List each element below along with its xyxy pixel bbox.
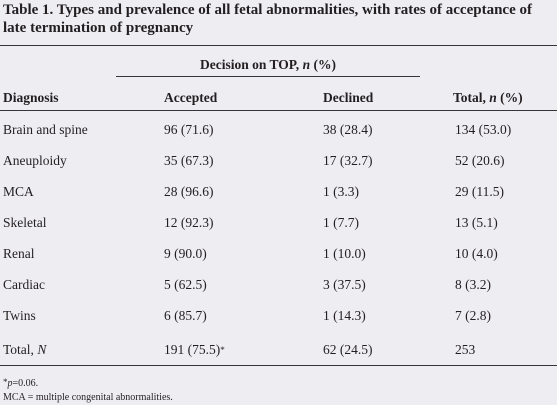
total-row-label-text: Total, [3,342,38,357]
decision-group-header: Decision on TOP, n (%) [116,57,420,73]
diagnosis-column-header: Diagnosis [3,90,59,105]
row-total: 8 (3.2) [455,277,491,292]
bottom-rule [0,365,557,366]
row-accepted: 35 (67.3) [164,153,214,168]
total-row-accepted: 191 (75.5)* [164,342,225,358]
row-accepted: 5 (62.5) [164,277,207,292]
row-declined: 1 (3.3) [323,184,359,199]
header-rule [0,110,557,111]
total-row-label-n: N [37,342,47,357]
row-declined: 1 (14.3) [323,308,366,323]
decision-group-header-text: Decision on TOP, [200,57,303,72]
p-value-footnote: *p=0.06. [3,376,38,390]
row-diagnosis: Renal [3,246,35,261]
row-diagnosis: Aneuploidy [3,153,67,168]
row-total: 52 (20.6) [455,153,505,168]
decision-group-header-n: n [302,57,311,72]
row-total: 29 (11.5) [455,184,504,199]
p-value-footnote-p: p [7,378,13,389]
row-diagnosis: Brain and spine [3,122,88,137]
row-accepted: 6 (85.7) [164,308,207,323]
row-accepted: 28 (96.6) [164,184,214,199]
declined-column-header: Declined [323,90,374,105]
table-title: Table 1. Types and prevalence of all fet… [3,2,532,36]
total-column-header: Total, n (%) [453,90,523,106]
total-row-declined: 62 (24.5) [323,342,373,357]
row-diagnosis: Twins [3,308,36,323]
total-column-header-n: n [489,90,497,105]
row-declined: 1 (10.0) [323,246,366,261]
total-row-total: 253 [455,342,476,357]
row-total: 10 (4.0) [455,246,498,261]
row-accepted: 12 (92.3) [164,215,214,230]
row-accepted: 9 (90.0) [164,246,207,261]
total-row-accepted-marker: * [220,345,225,355]
total-row-accepted-value: 191 (75.5) [164,342,221,357]
row-total: 134 (53.0) [455,122,512,137]
row-declined: 38 (28.4) [323,122,373,137]
row-total: 7 (2.8) [455,308,491,323]
top-rule [0,45,557,46]
row-diagnosis: Cardiac [3,277,45,292]
row-accepted: 96 (71.6) [164,122,214,137]
p-value-footnote-marker: * [3,377,8,387]
decision-group-header-suffix: (%) [310,57,336,72]
row-diagnosis: MCA [3,184,34,199]
mca-footnote: MCA = multiple congenital abnormalities. [3,392,173,403]
row-diagnosis: Skeletal [3,215,47,230]
row-declined: 1 (7.7) [323,215,359,230]
total-column-header-text: Total, [453,90,490,105]
row-total: 13 (5.1) [455,215,498,230]
total-column-header-suffix: (%) [496,90,523,105]
group-rule [116,76,420,77]
p-value-footnote-value: =0.06. [12,378,39,389]
row-declined: 3 (37.5) [323,277,366,292]
total-row-label: Total, N [3,342,46,358]
accepted-column-header: Accepted [164,90,218,105]
row-declined: 17 (32.7) [323,153,373,168]
